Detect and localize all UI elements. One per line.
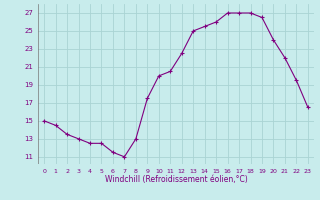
X-axis label: Windchill (Refroidissement éolien,°C): Windchill (Refroidissement éolien,°C) xyxy=(105,175,247,184)
